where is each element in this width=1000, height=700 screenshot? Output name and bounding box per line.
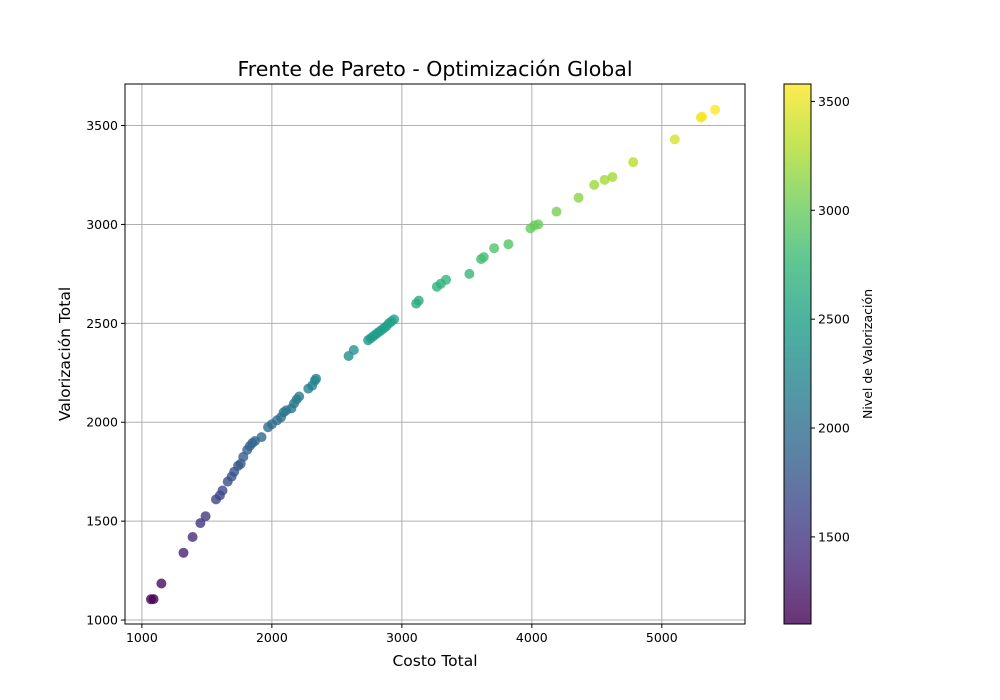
- chart-title: Frente de Pareto - Optimización Global: [237, 57, 632, 81]
- y-tick-label: 2500: [86, 316, 118, 331]
- data-point: [628, 157, 639, 168]
- data-point: [156, 578, 167, 589]
- colorbar-tick-label: 3500: [818, 94, 850, 109]
- data-point: [607, 172, 618, 182]
- data-point: [311, 373, 322, 384]
- colorbar-tick-label: 3000: [818, 203, 850, 218]
- data-point: [187, 532, 198, 542]
- data-point: [195, 518, 206, 529]
- data-point: [200, 511, 211, 522]
- x-tick-label: 3000: [386, 630, 418, 645]
- x-axis-ticks: 1000 2000 3000 4000 5000: [126, 624, 678, 645]
- colorbar: 1500 2000 2500 3000 3500 Nivel de Valorizaci…: [783, 83, 875, 625]
- data-point: [551, 206, 562, 217]
- x-axis-label: Costo Total: [392, 652, 477, 670]
- plot-frame: [124, 83, 746, 625]
- colorbar-tick-label: 2000: [818, 421, 850, 436]
- data-point: [441, 274, 451, 285]
- data-point: [697, 111, 708, 122]
- data-point: [503, 239, 514, 250]
- data-point: [710, 104, 721, 115]
- data-point: [489, 243, 500, 254]
- data-point: [533, 219, 544, 230]
- data-point: [599, 174, 610, 185]
- y-tick-label: 1000: [86, 613, 118, 628]
- data-point: [389, 314, 400, 325]
- colorbar-gradient: [784, 84, 811, 624]
- data-point: [413, 295, 424, 306]
- data-point: [148, 594, 159, 605]
- y-tick-label: 3500: [86, 118, 118, 133]
- colorbar-label: Nivel de Valorización: [860, 289, 875, 419]
- data-point: [348, 345, 359, 355]
- data-point: [178, 547, 189, 558]
- y-tick-label: 1500: [86, 514, 118, 529]
- colorbar-tick-label: 2500: [818, 312, 850, 327]
- colorbar-frame: [783, 83, 812, 625]
- y-axis-label: Valorización Total: [56, 287, 74, 421]
- data-point: [573, 192, 584, 203]
- data-point: [256, 432, 267, 443]
- y-axis-ticks: 1000 1500 2000 2500 3000 3500: [86, 118, 125, 628]
- data-point: [478, 252, 489, 263]
- y-tick-label: 2000: [86, 415, 118, 430]
- colorbar-tick-label: 1500: [818, 529, 850, 544]
- x-tick-label: 2000: [256, 630, 288, 645]
- scatter-points: [146, 104, 721, 605]
- data-point: [589, 179, 600, 190]
- x-tick-label: 1000: [126, 630, 158, 645]
- x-tick-label: 5000: [646, 630, 678, 645]
- data-point: [464, 268, 475, 279]
- data-point: [217, 485, 228, 496]
- y-tick-label: 3000: [86, 217, 118, 232]
- colorbar-ticks: 1500 2000 2500 3000 3500: [811, 94, 850, 544]
- data-point: [294, 391, 305, 402]
- data-point: [669, 134, 680, 145]
- grid-lines: [125, 84, 745, 624]
- x-tick-label: 4000: [516, 630, 548, 645]
